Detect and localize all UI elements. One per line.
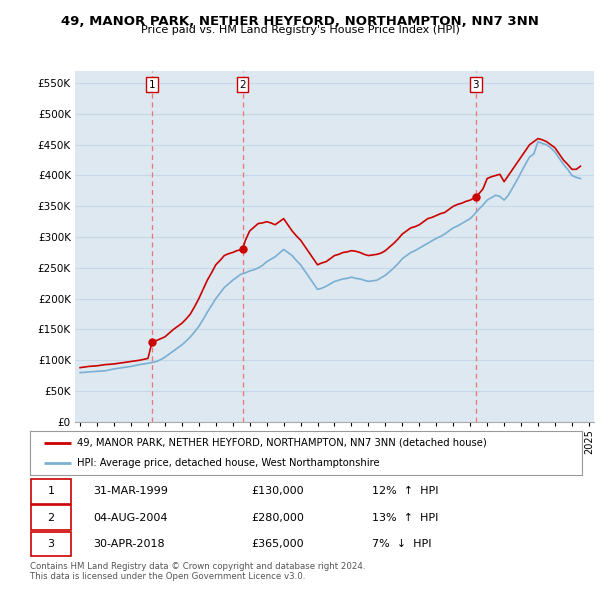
Text: Price paid vs. HM Land Registry's House Price Index (HPI): Price paid vs. HM Land Registry's House … [140,25,460,35]
Text: 04-AUG-2004: 04-AUG-2004 [94,513,168,523]
Text: 49, MANOR PARK, NETHER HEYFORD, NORTHAMPTON, NN7 3NN (detached house): 49, MANOR PARK, NETHER HEYFORD, NORTHAMP… [77,438,487,448]
Text: 12%  ↑  HPI: 12% ↑ HPI [372,486,439,496]
Text: 7%  ↓  HPI: 7% ↓ HPI [372,539,432,549]
Text: HPI: Average price, detached house, West Northamptonshire: HPI: Average price, detached house, West… [77,458,380,468]
FancyBboxPatch shape [31,506,71,530]
Text: 31-MAR-1999: 31-MAR-1999 [94,486,169,496]
FancyBboxPatch shape [31,532,71,556]
Text: 3: 3 [472,80,479,90]
Text: 3: 3 [47,539,55,549]
Text: 13%  ↑  HPI: 13% ↑ HPI [372,513,439,523]
Text: £130,000: £130,000 [251,486,304,496]
Text: 2: 2 [239,80,246,90]
Text: 2: 2 [47,513,55,523]
Text: £365,000: £365,000 [251,539,304,549]
Text: 49, MANOR PARK, NETHER HEYFORD, NORTHAMPTON, NN7 3NN: 49, MANOR PARK, NETHER HEYFORD, NORTHAMP… [61,15,539,28]
Text: 30-APR-2018: 30-APR-2018 [94,539,165,549]
Text: 1: 1 [149,80,155,90]
Text: £280,000: £280,000 [251,513,304,523]
Text: Contains HM Land Registry data © Crown copyright and database right 2024.
This d: Contains HM Land Registry data © Crown c… [30,562,365,581]
Text: 1: 1 [47,486,55,496]
FancyBboxPatch shape [31,479,71,504]
